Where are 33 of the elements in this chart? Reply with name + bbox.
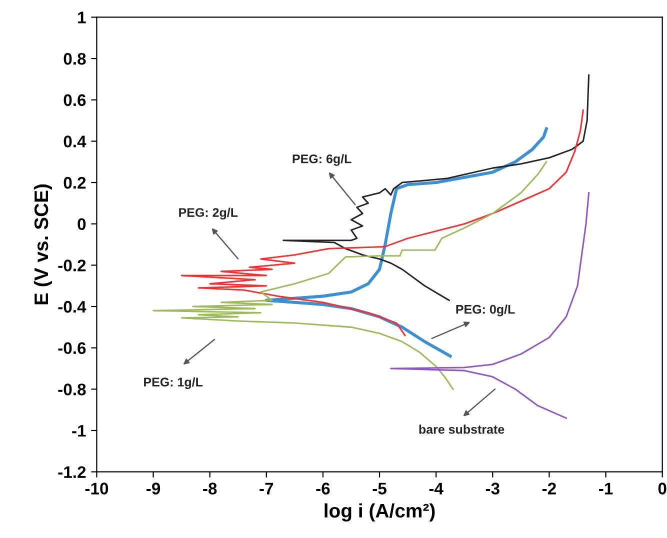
y-tick-label: -1 [72, 425, 86, 437]
line-series [282, 74, 590, 302]
y-tick-label: 0.6 [64, 94, 86, 106]
y-tick-label: 0.4 [64, 136, 86, 148]
line-series [390, 192, 590, 419]
annotation: PEG: 6g/L [292, 154, 352, 166]
x-axis-title: log i (A/cm²) [324, 503, 435, 522]
x-tick-label: -1 [599, 482, 613, 494]
y-tick-label: -1.2 [58, 466, 86, 478]
x-tick-label: 0 [658, 482, 666, 494]
y-tick-label: 0.2 [64, 176, 86, 189]
y-tick-label: 0.8 [64, 52, 86, 65]
x-tick-label: -7 [260, 482, 274, 494]
y-tick-label: -0.2 [58, 260, 86, 272]
y-tick-label: 0 [78, 218, 86, 230]
line-series [180, 109, 584, 336]
y-tick-label: -0.8 [58, 384, 86, 396]
annotation: PEG: 1g/L [144, 377, 203, 390]
y-axis-title: E (V vs. SCE) [34, 184, 52, 304]
x-tick-label: -5 [372, 482, 386, 494]
x-tick-label: -3 [486, 482, 500, 495]
annotation: bare substrate [419, 424, 504, 434]
x-tick-label: -8 [203, 482, 217, 494]
x-tick-label: -9 [146, 482, 160, 494]
x-tick-label: -4 [429, 482, 444, 494]
y-tick-label: -0.6 [58, 342, 86, 354]
y-tick-label: 1 [78, 12, 86, 24]
annotation: PEG: 0g/L [456, 304, 515, 316]
x-tick-label: -10 [85, 482, 108, 494]
annotation: PEG: 2g/L [179, 208, 238, 220]
x-tick-label: -2 [542, 482, 556, 494]
x-tick-label: -6 [316, 482, 330, 494]
y-tick-label: -0.4 [58, 300, 86, 313]
